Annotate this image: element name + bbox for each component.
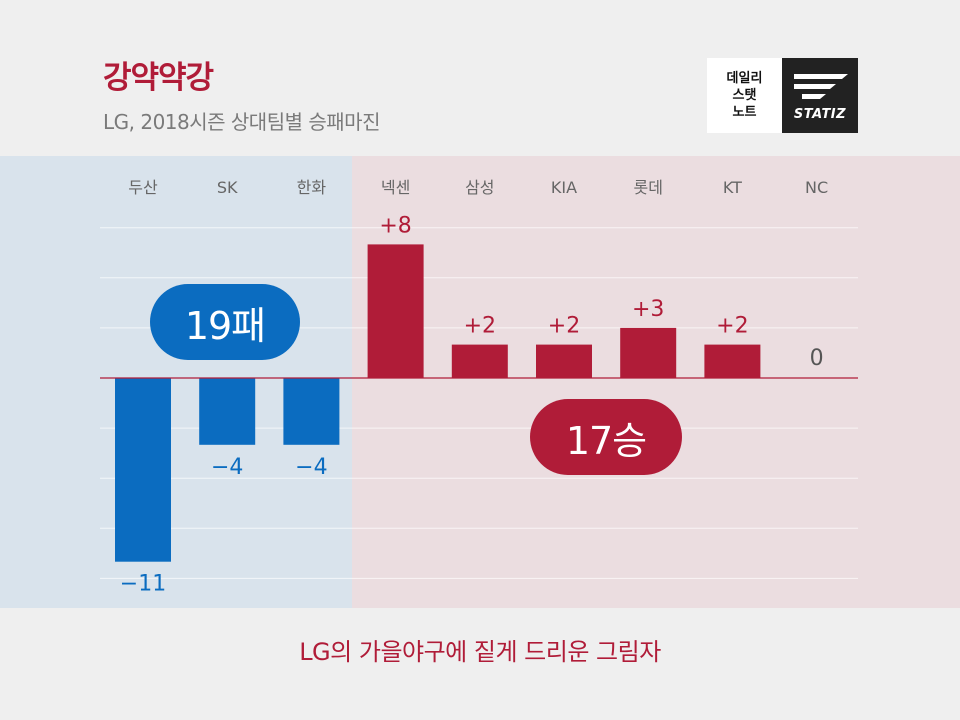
value-label: −4 bbox=[211, 455, 243, 480]
bar bbox=[704, 344, 761, 378]
team-label: NC bbox=[805, 178, 828, 197]
value-label: +2 bbox=[548, 314, 580, 339]
bar bbox=[451, 344, 508, 378]
chart-title: 강약약강 bbox=[103, 60, 214, 96]
statiz-wordmark: STATIZ bbox=[793, 107, 847, 122]
logo-line: 스탯 bbox=[732, 88, 757, 103]
total-win-badge: 17승 bbox=[530, 399, 682, 475]
team-label: KIA bbox=[551, 178, 577, 197]
team-label: 롯데 bbox=[633, 178, 662, 197]
statiz-stripes-icon bbox=[794, 74, 848, 99]
team-label: 넥센 bbox=[381, 178, 410, 197]
value-label: +2 bbox=[716, 314, 748, 339]
chart-caption: LG의 가을야구에 짙게 드리운 그림자 bbox=[299, 638, 661, 666]
value-label: 0 bbox=[810, 346, 824, 371]
team-label: 한화 bbox=[297, 178, 327, 197]
daily-stat-note-logo: 데일리 스탯 노트 bbox=[707, 58, 782, 133]
total-loss-badge: 19패 bbox=[150, 284, 300, 360]
chart-subtitle: LG, 2018시즌 상대팀별 승패마진 bbox=[103, 110, 380, 134]
bar bbox=[367, 244, 424, 378]
team-label: 두산 bbox=[128, 178, 158, 197]
logo-line: 노트 bbox=[732, 105, 757, 120]
value-label: +8 bbox=[379, 213, 411, 238]
value-label: +2 bbox=[464, 314, 496, 339]
logo-line: 데일리 bbox=[726, 71, 763, 86]
value-label: +3 bbox=[632, 297, 664, 322]
value-label: −11 bbox=[120, 572, 166, 597]
bar bbox=[283, 378, 340, 445]
win-panel bbox=[352, 156, 960, 608]
team-label: SK bbox=[217, 178, 238, 197]
statiz-logo: STATIZ bbox=[782, 58, 858, 133]
bar bbox=[536, 344, 592, 378]
bar bbox=[620, 327, 677, 378]
value-label: −4 bbox=[295, 455, 327, 480]
team-label: KT bbox=[723, 178, 742, 197]
bar bbox=[199, 378, 256, 445]
team-label: 삼성 bbox=[465, 178, 494, 197]
bar bbox=[115, 378, 171, 562]
